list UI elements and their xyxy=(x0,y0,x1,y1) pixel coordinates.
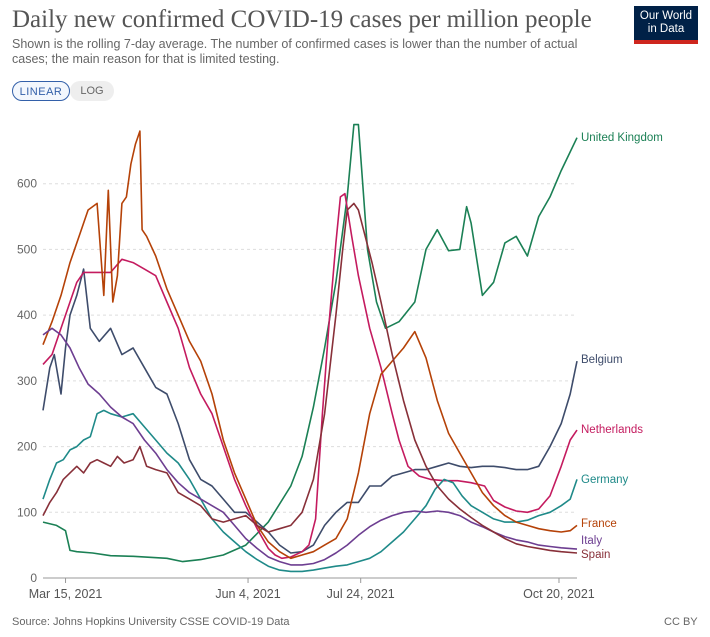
series-line-united-kingdom xyxy=(42,123,578,563)
series-label-germany: Germany xyxy=(581,474,629,486)
chart-title: Daily new confirmed COVID-19 cases per m… xyxy=(12,6,592,33)
y-tick-label: 200 xyxy=(17,440,37,454)
y-tick-label: 600 xyxy=(17,177,37,191)
x-tick-label: Mar 15, 2021 xyxy=(29,587,103,601)
series-line-netherlands xyxy=(42,192,578,560)
source-note[interactable]: Source: Johns Hopkins University CSSE CO… xyxy=(12,616,290,628)
chart-subtitle: Shown is the rolling 7-day average. The … xyxy=(12,37,578,66)
line-chart: 0 100 200 300 400 500 600 Mar 15, 2021 Jun 4, 20… xyxy=(17,123,663,601)
x-tick-label: Jun 4, 2021 xyxy=(215,587,280,601)
series-label-spain: Spain xyxy=(581,549,610,561)
series-label-belgium: Belgium xyxy=(581,354,623,366)
owid-logo[interactable]: Our World in Data xyxy=(634,6,698,44)
linear-scale-toggle[interactable]: LINEAR xyxy=(12,81,70,101)
y-tick-label: 0 xyxy=(30,571,37,585)
x-tick-label: Jul 24, 2021 xyxy=(327,587,395,601)
series-line-germany xyxy=(42,409,578,573)
series-label-united-kingdom: United Kingdom xyxy=(581,132,663,144)
license-link[interactable]: CC BY xyxy=(664,616,698,628)
series-label-italy: Italy xyxy=(581,535,602,547)
series-label-france: France xyxy=(581,518,617,530)
series-line-belgium xyxy=(42,268,578,554)
series-label-netherlands: Netherlands xyxy=(581,424,643,436)
x-tick-label: Oct 20, 2021 xyxy=(523,587,595,601)
logo-line-1: Our World xyxy=(639,10,693,22)
y-tick-label: 100 xyxy=(17,505,37,519)
logo-line-2: in Data xyxy=(647,23,685,35)
y-tick-label: 300 xyxy=(17,374,37,388)
y-tick-label: 500 xyxy=(17,242,37,256)
y-tick-label: 400 xyxy=(17,308,37,322)
logo-accent-bar xyxy=(634,40,698,44)
log-scale-toggle[interactable]: LOG xyxy=(70,81,114,101)
series-line-spain xyxy=(42,202,578,554)
series-line-france xyxy=(42,130,578,560)
series-line-italy xyxy=(42,327,578,566)
